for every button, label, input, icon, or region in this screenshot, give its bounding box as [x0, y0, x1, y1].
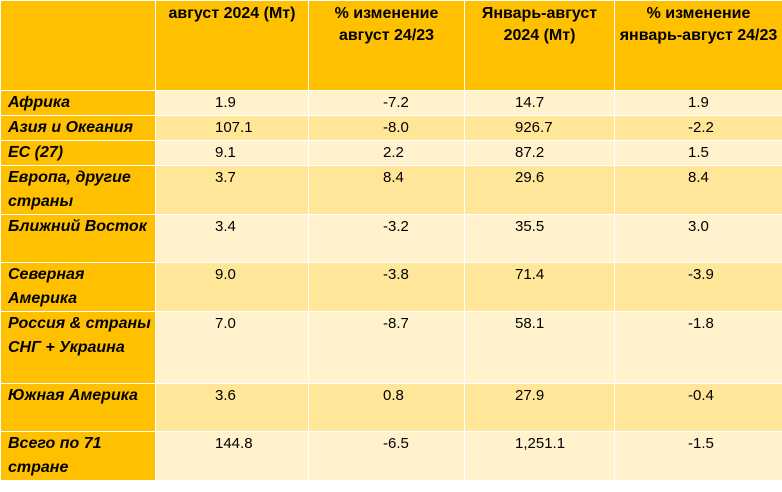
aug-change-value: -3.8: [308, 262, 465, 312]
header-jan-aug-2024: Январь-август 2024 (Мт): [464, 0, 615, 91]
header-aug-2024: август 2024 (Мт): [155, 0, 309, 91]
aug-change-value: 8.4: [308, 165, 465, 215]
jan-aug-change-value: 3.0: [614, 214, 782, 263]
jan-aug-change-value: -2.2: [614, 115, 782, 141]
header-jan-aug-change: % изменение январь-август 24/23: [614, 0, 782, 91]
aug-change-value: -8.7: [308, 311, 465, 384]
aug-2024-value: 107.1: [155, 115, 309, 141]
jan-aug-2024-value: 35.5: [464, 214, 615, 263]
jan-aug-change-value: 8.4: [614, 165, 782, 215]
region-label: ЕС (27): [0, 140, 156, 166]
table-row: ЕС (27) 9.1 2.2 87.2 1.5: [0, 140, 782, 166]
aug-2024-value: 9.0: [155, 262, 309, 312]
jan-aug-2024-value: 87.2: [464, 140, 615, 166]
jan-aug-change-value: -3.9: [614, 262, 782, 312]
jan-aug-change-value: -1.5: [614, 431, 782, 481]
region-label: Россия & страны СНГ + Украина: [0, 311, 156, 384]
aug-2024-value: 9.1: [155, 140, 309, 166]
jan-aug-2024-value: 71.4: [464, 262, 615, 312]
header-aug-change: % изменение август 24/23: [308, 0, 465, 91]
aug-2024-value: 3.4: [155, 214, 309, 263]
region-label: Азия и Океания: [0, 115, 156, 141]
jan-aug-2024-value: 14.7: [464, 90, 615, 116]
aug-2024-value: 7.0: [155, 311, 309, 384]
table-row: Азия и Океания 107.1 -8.0 926.7 -2.2: [0, 115, 782, 141]
aug-change-value: -8.0: [308, 115, 465, 141]
region-label: Африка: [0, 90, 156, 116]
jan-aug-change-value: -1.8: [614, 311, 782, 384]
table-row: Европа, другие страны 3.7 8.4 29.6 8.4: [0, 165, 782, 215]
aug-2024-value: 1.9: [155, 90, 309, 116]
region-label: Ближний Восток: [0, 214, 156, 263]
production-table: август 2024 (Мт) % изменение август 24/2…: [0, 0, 782, 481]
region-label: Европа, другие страны: [0, 165, 156, 215]
jan-aug-2024-value: 1,251.1: [464, 431, 615, 481]
region-label: Северная Америка: [0, 262, 156, 312]
jan-aug-2024-value: 27.9: [464, 383, 615, 432]
aug-change-value: 0.8: [308, 383, 465, 432]
jan-aug-2024-value: 58.1: [464, 311, 615, 384]
table-row: Северная Америка 9.0 -3.8 71.4 -3.9: [0, 262, 782, 312]
header-region: [0, 0, 156, 91]
aug-2024-value: 144.8: [155, 431, 309, 481]
aug-change-value: -3.2: [308, 214, 465, 263]
table-row: Ближний Восток 3.4 -3.2 35.5 3.0: [0, 214, 782, 263]
jan-aug-change-value: 1.9: [614, 90, 782, 116]
jan-aug-2024-value: 926.7: [464, 115, 615, 141]
region-label: Южная Америка: [0, 383, 156, 432]
table-row: Южная Америка 3.6 0.8 27.9 -0.4: [0, 383, 782, 432]
table-row: Африка 1.9 -7.2 14.7 1.9: [0, 90, 782, 116]
region-label: Всего по 71 стране: [0, 431, 156, 481]
header-row: август 2024 (Мт) % изменение август 24/2…: [0, 0, 782, 91]
aug-change-value: -6.5: [308, 431, 465, 481]
jan-aug-2024-value: 29.6: [464, 165, 615, 215]
jan-aug-change-value: -0.4: [614, 383, 782, 432]
aug-2024-value: 3.6: [155, 383, 309, 432]
jan-aug-change-value: 1.5: [614, 140, 782, 166]
table-row: Всего по 71 стране 144.8 -6.5 1,251.1 -1…: [0, 431, 782, 481]
aug-change-value: -7.2: [308, 90, 465, 116]
aug-change-value: 2.2: [308, 140, 465, 166]
aug-2024-value: 3.7: [155, 165, 309, 215]
table-row: Россия & страны СНГ + Украина 7.0 -8.7 5…: [0, 311, 782, 384]
